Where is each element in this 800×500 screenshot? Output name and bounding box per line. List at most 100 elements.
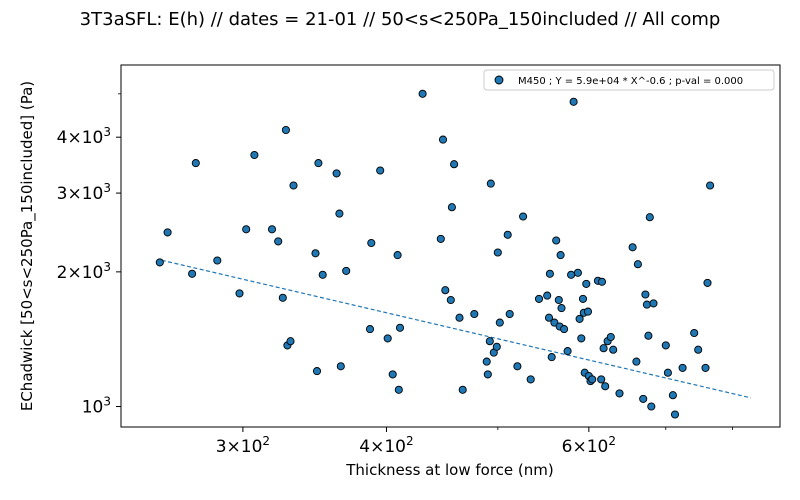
data-point (267, 225, 277, 234)
data-point (485, 337, 494, 346)
legend-marker (494, 75, 504, 85)
data-point (235, 289, 244, 298)
data-point (649, 299, 658, 308)
data-point (314, 159, 323, 168)
data-point (332, 169, 341, 178)
data-point (446, 295, 455, 305)
data-point (560, 325, 569, 334)
data-point (567, 270, 576, 279)
data-point (678, 363, 687, 372)
data-point (599, 344, 608, 353)
data-point (694, 345, 703, 354)
data-point (639, 394, 648, 403)
data-point (286, 337, 295, 346)
legend: M450 ; Y = 5.9e+04 * X^-0.6 ; p-val = 0.… (483, 69, 775, 91)
data-point (582, 279, 591, 288)
data-point (505, 309, 514, 319)
data-point (335, 209, 344, 218)
data-point (641, 290, 650, 299)
data-point (661, 341, 670, 350)
data-point (458, 385, 467, 394)
data-point (647, 402, 656, 411)
x-tick-label: 6×102 (562, 434, 616, 457)
data-point (393, 251, 402, 260)
data-point (578, 294, 588, 303)
data-point (569, 97, 578, 106)
data-point (450, 160, 459, 169)
data-point (573, 268, 582, 277)
data-point (588, 375, 597, 384)
data-point (632, 357, 641, 366)
data-point (645, 213, 654, 222)
data-point (668, 391, 677, 400)
data-point (483, 370, 492, 379)
data-point (336, 362, 345, 371)
data-point (670, 410, 680, 419)
data-point (395, 323, 405, 332)
data-point (556, 251, 565, 260)
data-point (376, 166, 385, 175)
data-point (289, 181, 298, 190)
data-point (690, 328, 699, 338)
data-point (601, 382, 610, 391)
plot-area (120, 64, 781, 428)
y-tick-label: 103 (82, 395, 111, 418)
data-point (597, 375, 606, 384)
data-point (552, 236, 561, 245)
data-point (547, 353, 556, 362)
data-point (242, 225, 251, 234)
data-point (615, 389, 624, 398)
data-point (606, 332, 615, 342)
x-axis: 3×102 4×102 6×102 (216, 427, 733, 457)
data-point (597, 277, 607, 286)
data-point (418, 89, 427, 98)
data-point (482, 357, 491, 366)
data-point (311, 249, 320, 258)
data-point (492, 342, 501, 351)
y-axis-label: EChadwick [50<s<250Pa_150included] (Pa) (18, 81, 37, 411)
data-point (383, 334, 392, 343)
data-point (557, 304, 566, 313)
data-point (575, 314, 584, 323)
data-point (513, 362, 522, 371)
data-point (438, 135, 448, 144)
data-point (188, 269, 197, 278)
data-point (706, 181, 715, 190)
data-point (155, 258, 164, 267)
data-point (633, 260, 642, 269)
data-point (250, 150, 259, 160)
data-point (367, 238, 376, 248)
data-point (281, 125, 290, 135)
data-point (554, 295, 563, 305)
data-point (191, 159, 200, 168)
data-point (163, 228, 172, 237)
data-point (342, 266, 351, 275)
plot-background (121, 65, 780, 427)
data-point (493, 248, 502, 257)
data-point (642, 300, 651, 309)
data-point (495, 318, 504, 327)
y-tick-label: 3×103 (57, 181, 111, 204)
data-point (455, 313, 464, 322)
data-point (318, 270, 327, 279)
data-point (312, 367, 322, 376)
data-point (703, 278, 712, 287)
fit-line (161, 259, 751, 399)
data-point (278, 293, 287, 302)
data-point (394, 385, 403, 394)
y-axis: 103 2×103 3×103 4×103 (57, 93, 121, 418)
data-point (534, 294, 544, 303)
plot-frame (120, 64, 781, 428)
data-point (545, 269, 554, 278)
data-point (609, 345, 618, 354)
data-point (663, 368, 672, 377)
data-point (274, 237, 283, 246)
data-point (365, 325, 375, 334)
data-points (155, 89, 715, 419)
data-point (503, 230, 512, 239)
data-point (628, 243, 637, 252)
data-point (213, 256, 222, 265)
x-tick-label: 3×102 (216, 434, 270, 457)
data-point (550, 318, 559, 327)
